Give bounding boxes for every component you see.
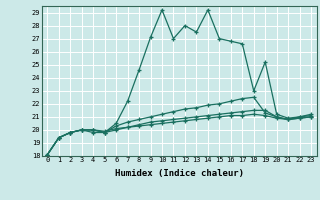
X-axis label: Humidex (Indice chaleur): Humidex (Indice chaleur) xyxy=(115,169,244,178)
